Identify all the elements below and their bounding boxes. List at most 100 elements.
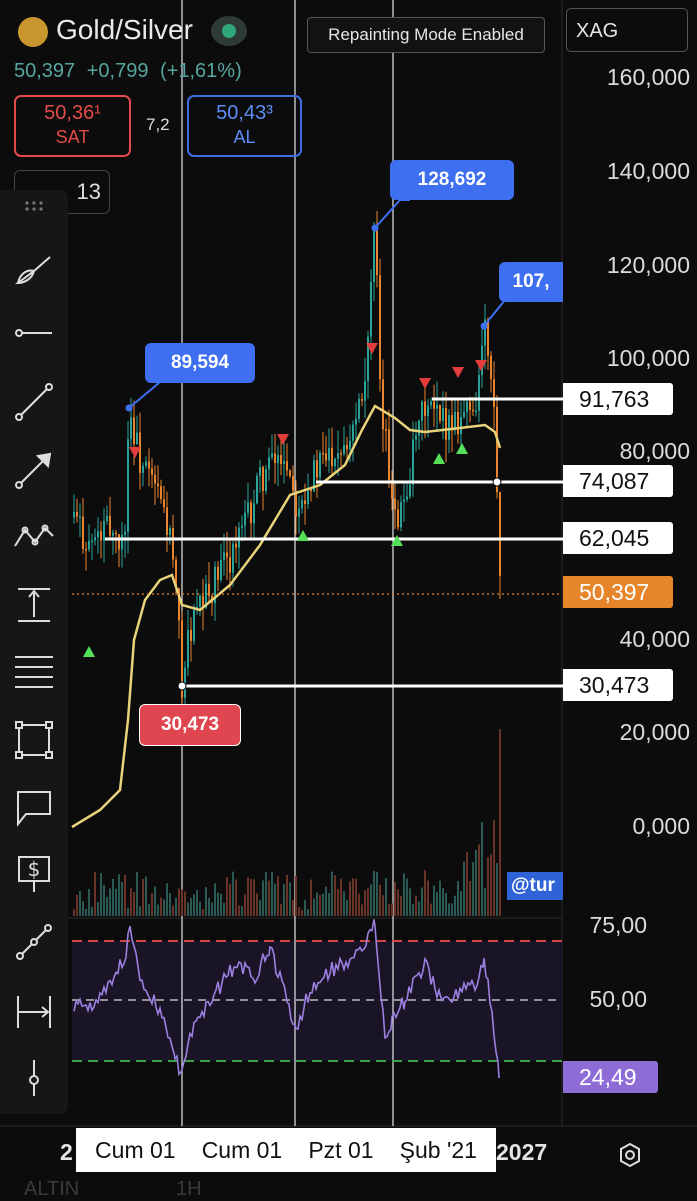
volume-bar xyxy=(151,893,153,916)
rectangle-icon[interactable] xyxy=(12,718,56,762)
symbol-title[interactable]: Gold/Silver xyxy=(56,14,193,45)
buy-button[interactable]: 50,43³ AL xyxy=(187,95,302,157)
path-icon[interactable] xyxy=(12,920,56,964)
candle-body xyxy=(475,410,477,413)
drag-handle-icon[interactable] xyxy=(12,192,56,220)
candle-body xyxy=(493,379,495,407)
volume-bar xyxy=(124,874,126,916)
candle-body xyxy=(298,508,300,517)
volume-bar xyxy=(484,888,486,916)
fib-levels-icon[interactable] xyxy=(12,650,56,694)
volume-bar xyxy=(421,887,423,916)
brush-icon[interactable] xyxy=(12,248,56,292)
candle-body xyxy=(202,595,204,608)
candle-body xyxy=(319,452,321,478)
volume-bar xyxy=(313,898,315,916)
candle-body xyxy=(208,583,210,596)
volume-bar xyxy=(415,895,417,916)
sell-signal-marker xyxy=(475,360,487,371)
moving-average-line xyxy=(71,404,502,829)
candle-body xyxy=(283,461,285,464)
price-axis-tick: 0,000 xyxy=(632,813,690,839)
candle-body xyxy=(445,408,447,440)
volume-bar xyxy=(298,907,300,916)
candle-body xyxy=(304,500,306,505)
spread-value: 7,2 xyxy=(146,115,170,134)
callout-icon[interactable] xyxy=(12,786,56,830)
price-axis-tick: 40,000 xyxy=(619,626,690,652)
settings-gear-icon[interactable] xyxy=(616,1141,644,1169)
candle-body xyxy=(322,452,324,455)
sell-signal-marker xyxy=(366,343,378,354)
candle-body xyxy=(439,404,441,421)
last-price: 50,397 xyxy=(14,60,76,82)
date-range-icon[interactable] xyxy=(12,990,56,1034)
volume-bar xyxy=(85,908,87,916)
arrow-icon[interactable] xyxy=(12,448,56,492)
buy-signal-marker xyxy=(433,453,445,464)
bottom-tab-mid[interactable]: 1H xyxy=(176,1178,202,1200)
trend-line-icon[interactable] xyxy=(12,380,56,424)
sell-button[interactable]: 50,36¹ SAT xyxy=(14,95,131,157)
volume-bar xyxy=(232,871,234,916)
volume-bar xyxy=(127,907,129,916)
volume-bar xyxy=(427,880,429,916)
level-tag-30473[interactable]: 30,473 xyxy=(563,669,673,701)
candle-body xyxy=(406,496,408,500)
volume-bar xyxy=(157,904,159,916)
volume-bar xyxy=(457,880,459,916)
pattern-icon[interactable] xyxy=(12,515,56,559)
volume-bar xyxy=(394,882,396,916)
volume-bar xyxy=(322,893,324,916)
volume-bar xyxy=(103,884,105,916)
candle-body xyxy=(274,453,276,464)
volume-bar xyxy=(424,870,426,916)
candle-body xyxy=(469,401,471,410)
candle-body xyxy=(421,401,423,421)
candle-body xyxy=(307,488,309,505)
symbol-selector[interactable]: XAG xyxy=(566,8,688,52)
volume-bar xyxy=(475,849,477,916)
time-axis-crosshair-labels: Cum 01 Cum 01 Pzt 01 Şub '21 xyxy=(76,1128,496,1172)
candle-body xyxy=(430,401,432,406)
bottom-tab-left[interactable]: ALTIN xyxy=(24,1178,80,1200)
high-callout-3[interactable]: 107, xyxy=(499,262,563,302)
price-axis-tick: 160,000 xyxy=(606,64,690,90)
anchor-icon[interactable] xyxy=(12,1056,56,1100)
level-tag-74087[interactable]: 74,087 xyxy=(563,465,673,497)
candle-body xyxy=(427,405,429,417)
volume-bar xyxy=(181,889,183,916)
candle-body xyxy=(397,509,399,528)
volume-bar xyxy=(163,899,165,916)
candle-body xyxy=(88,540,90,550)
candle-body xyxy=(280,455,282,464)
candle-body xyxy=(379,275,381,380)
candle-body xyxy=(145,461,147,466)
high-callout-1[interactable]: 89,594 xyxy=(145,343,255,383)
level-tag-91763[interactable]: 91,763 xyxy=(563,383,673,415)
volume-bar xyxy=(328,893,330,916)
low-callout-1[interactable]: 30,473 xyxy=(139,704,241,746)
candle-body xyxy=(388,429,390,481)
measure-icon[interactable] xyxy=(12,583,56,627)
horizontal-line-icon[interactable] xyxy=(12,311,56,355)
buy-price: 50,43³ xyxy=(216,102,273,124)
volume-bar xyxy=(184,891,186,916)
volume-bar xyxy=(439,880,441,916)
volume-bar xyxy=(220,893,222,916)
volume-bar xyxy=(316,892,318,916)
market-status-icon xyxy=(211,16,247,46)
volume-bar xyxy=(142,879,144,916)
volume-bar xyxy=(139,906,141,916)
candle-body xyxy=(286,461,288,471)
volume-bar xyxy=(373,870,375,916)
high-callout-2[interactable]: 128,692 xyxy=(390,160,514,200)
volume-bar xyxy=(235,879,237,916)
volume-bar xyxy=(136,872,138,916)
candle-body xyxy=(499,492,501,576)
price-label-icon[interactable]: $ xyxy=(12,852,56,896)
level-tag-62045[interactable]: 62,045 xyxy=(563,522,673,554)
volume-bar xyxy=(82,901,84,916)
volume-bar xyxy=(223,902,225,916)
